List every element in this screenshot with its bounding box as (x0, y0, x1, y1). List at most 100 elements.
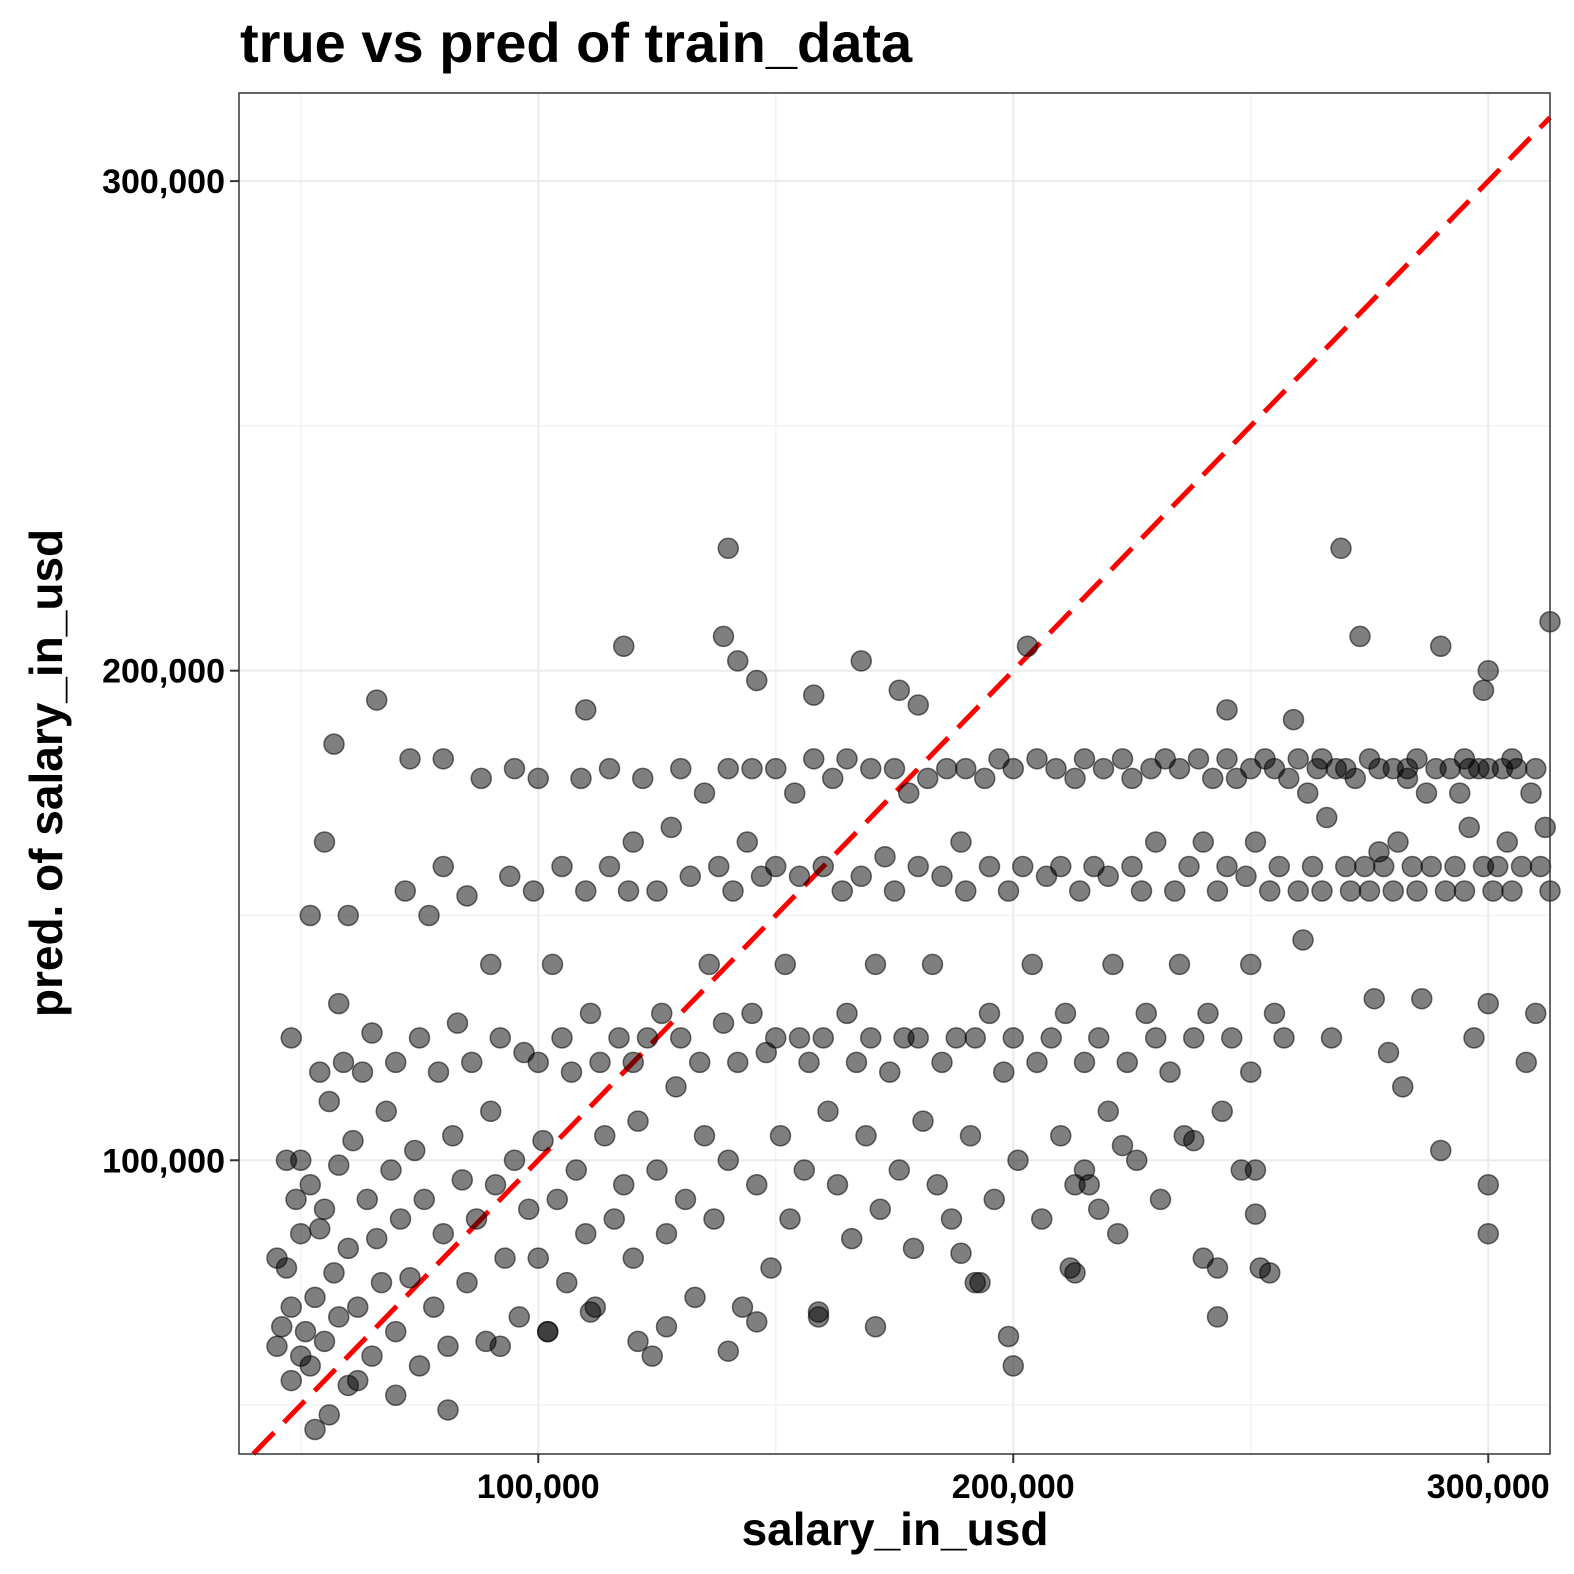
data-point (717, 757, 739, 780)
data-point (627, 1330, 649, 1353)
data-point (670, 1027, 692, 1049)
data-point (1282, 708, 1305, 731)
data-point (565, 1159, 587, 1181)
data-point (318, 1090, 340, 1113)
data-point (1069, 880, 1091, 902)
data-point (437, 1335, 459, 1358)
data-point (1211, 1100, 1233, 1123)
data-point (836, 1002, 858, 1025)
data-point (546, 1188, 568, 1211)
data-point (1449, 782, 1471, 804)
data-point (1301, 855, 1324, 878)
data-point (1021, 953, 1043, 976)
data-point (917, 767, 939, 790)
data-point (1121, 855, 1143, 878)
data-point (532, 1129, 554, 1152)
data-point (646, 880, 668, 902)
data-point (1420, 855, 1442, 878)
data-point (503, 757, 526, 780)
y-axis-title: pred. of salary_in_usd (20, 529, 72, 1017)
data-point (1088, 1027, 1110, 1049)
data-point (978, 1002, 1001, 1025)
data-point (836, 748, 858, 770)
data-point (323, 733, 345, 755)
data-point (1501, 880, 1523, 902)
data-point (1515, 1051, 1537, 1074)
data-point (1444, 855, 1466, 878)
data-point (727, 650, 749, 672)
data-point (1206, 1257, 1229, 1279)
data-point (1183, 1027, 1205, 1049)
data-point (332, 1051, 355, 1074)
data-point (1363, 987, 1385, 1010)
data-point (280, 1369, 302, 1392)
data-point (1088, 1198, 1110, 1220)
data-point (280, 1027, 302, 1049)
data-point (864, 953, 887, 976)
x-tick-label: 100,000 (477, 1468, 600, 1506)
data-point (983, 1188, 1005, 1211)
data-point (1344, 767, 1366, 790)
data-point (1487, 855, 1509, 878)
data-point (636, 1027, 659, 1049)
data-point (470, 767, 492, 790)
data-point (594, 1125, 616, 1147)
data-point (1349, 625, 1371, 648)
data-point (651, 1002, 673, 1025)
data-point (1164, 880, 1186, 902)
data-point (385, 1051, 407, 1074)
plot-panel-border (238, 92, 1551, 1455)
y-tick-label: 100,000 (102, 1142, 225, 1180)
data-point (313, 1330, 336, 1353)
data-point (1097, 865, 1119, 888)
x-tick-label: 200,000 (952, 1468, 1075, 1506)
data-point (280, 1296, 302, 1318)
data-point (575, 1222, 597, 1245)
data-point (1178, 855, 1200, 878)
data-point (1050, 1125, 1072, 1147)
data-point (294, 1320, 317, 1343)
y-tick-label: 300,000 (102, 163, 225, 201)
data-point (1002, 1355, 1024, 1377)
data-point (1335, 855, 1357, 878)
x-axis-title: salary_in_usd (742, 1503, 1049, 1555)
data-point (337, 1237, 359, 1260)
data-point (1259, 1262, 1281, 1284)
data-point (1297, 782, 1319, 804)
data-point (1273, 1027, 1295, 1049)
data-point (275, 1257, 298, 1279)
data-point (1377, 1041, 1400, 1064)
data-point (361, 1345, 383, 1367)
data-point (1520, 782, 1542, 804)
data-point (1453, 880, 1476, 902)
data-point (427, 1061, 450, 1083)
data-point (1316, 806, 1338, 829)
data-point (318, 1404, 340, 1426)
data-point (807, 1301, 830, 1323)
data-point (437, 1399, 459, 1421)
data-point (1235, 865, 1257, 888)
data-point (1430, 1139, 1452, 1162)
data-point (655, 1222, 678, 1245)
data-point (860, 1027, 882, 1049)
data-point (446, 1012, 469, 1034)
data-point (1135, 1002, 1157, 1025)
data-point (299, 904, 321, 927)
data-point (817, 1100, 839, 1123)
data-point (1292, 929, 1314, 951)
data-point (1111, 748, 1134, 770)
y-tick-label: 200,000 (102, 653, 225, 691)
data-point (1121, 767, 1143, 790)
data-point (1482, 880, 1504, 902)
data-point (1159, 1061, 1181, 1083)
data-point (1130, 880, 1153, 902)
data-point (864, 1315, 887, 1338)
data-point (560, 1061, 583, 1083)
data-point (1401, 855, 1423, 878)
data-point (1026, 1051, 1048, 1074)
data-point (1506, 757, 1528, 780)
data-point (613, 1173, 635, 1196)
data-point (774, 953, 796, 976)
data-point (1330, 537, 1352, 560)
data-point (527, 767, 549, 790)
